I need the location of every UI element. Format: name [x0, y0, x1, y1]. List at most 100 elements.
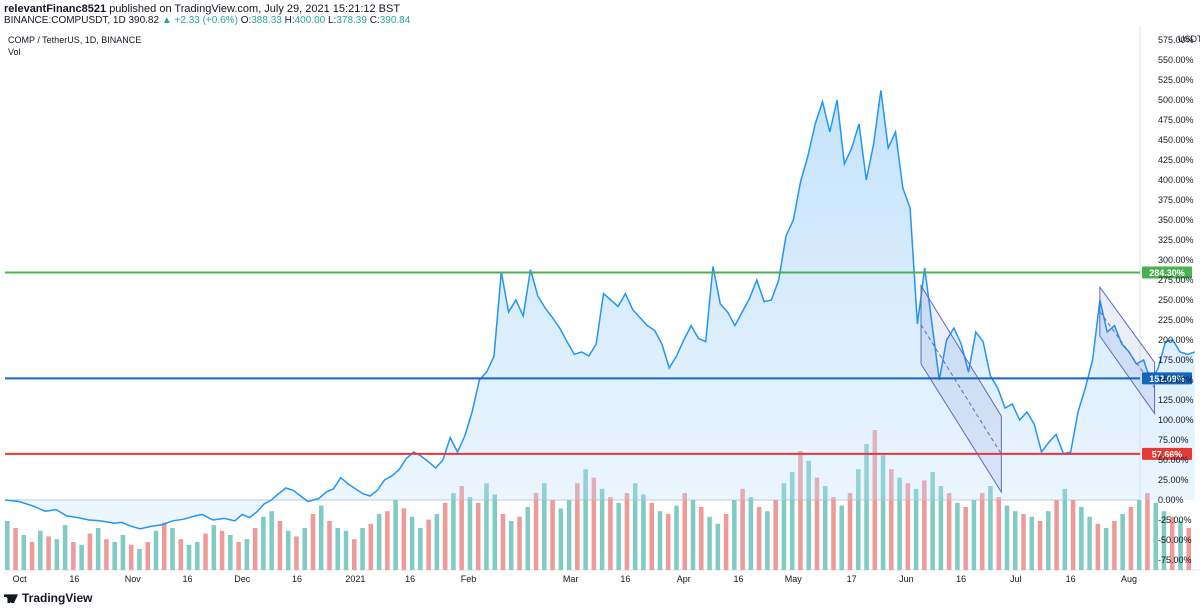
x-axis[interactable]: Oct 16 Nov 16 Dec 16 2021 16 Feb Mar 16 Apr 16 May 17 J…	[13, 574, 1137, 584]
volume-bar	[327, 521, 332, 570]
volume-bars	[5, 430, 1192, 570]
volume-bar	[211, 525, 217, 570]
high-value: 400.00	[294, 15, 326, 26]
volume-bar	[195, 542, 200, 570]
volume-bar	[525, 507, 531, 570]
y-axis[interactable]: -75.00% -50.00% -25.00% 0.00% 25.00% 50.00% 75…	[1158, 34, 1200, 565]
volume-bar	[137, 549, 142, 570]
volume-bar	[798, 451, 803, 570]
x-tick-label: 16	[405, 574, 415, 584]
volume-bar	[451, 493, 456, 570]
price-line	[4, 90, 1195, 530]
channel-box	[1099, 285, 1156, 416]
volume-bar	[963, 507, 968, 570]
volume-bar	[632, 483, 638, 570]
publisher-name[interactable]: relevantFinanc8521	[4, 3, 107, 15]
y-tick-label: 475.00%	[1158, 115, 1194, 125]
volume-bar	[814, 477, 820, 570]
volume-bar	[252, 528, 258, 570]
volume-bar	[104, 539, 109, 570]
y-tick-label: 275.00%	[1158, 275, 1194, 285]
channel-drawings[interactable]	[920, 283, 1156, 494]
volume-bar	[1070, 500, 1076, 570]
volume-bar	[517, 516, 522, 570]
volume-bar	[95, 528, 101, 570]
x-tick-label: 16	[620, 574, 630, 584]
volume-bar	[1095, 523, 1101, 570]
volume-bar	[79, 544, 84, 570]
x-tick-label: 16	[182, 574, 192, 584]
symbol-ohlc-line: BINANCE:COMPUSDT, 1D 390.82 ▲ +2.33 (+0.…	[4, 15, 410, 26]
x-tick-label: 16	[956, 574, 966, 584]
volume-bar	[153, 530, 159, 570]
volume-bar	[500, 514, 506, 570]
y-tick-label: -25.00%	[1158, 515, 1192, 525]
volume-bar	[657, 511, 663, 570]
volume-bar	[161, 522, 167, 570]
tradingview-logo[interactable]: TradingView	[4, 591, 92, 605]
open-label: O:	[240, 15, 252, 26]
brand-name: TradingView	[22, 591, 93, 605]
volume-bar	[62, 525, 68, 570]
volume-bar	[789, 472, 795, 570]
volume-bar	[624, 493, 630, 570]
volume-bar	[550, 500, 555, 570]
series-title[interactable]: COMP / TetherUS, 1D, BINANCE	[8, 35, 142, 45]
x-tick-label: Jul	[1010, 574, 1022, 584]
volume-bar	[847, 493, 853, 570]
volume-bar	[1012, 511, 1018, 570]
y-tick-label: 100.00%	[1158, 415, 1194, 425]
volume-bar	[674, 505, 679, 570]
volume-bar	[1021, 514, 1026, 570]
volume-bar	[244, 539, 250, 570]
volume-bar	[1087, 516, 1092, 570]
volume-bar	[649, 502, 654, 570]
y-tick-label: 300.00%	[1158, 255, 1194, 265]
volume-bar	[616, 502, 621, 570]
x-tick-label: Dec	[234, 574, 251, 584]
volume-bar	[889, 469, 894, 570]
volume-label[interactable]: Vol	[8, 47, 21, 57]
volume-bar	[979, 493, 985, 570]
y-tick-label: 325.00%	[1158, 235, 1194, 245]
publish-info: relevantFinanc8521 published on TradingV…	[4, 3, 400, 15]
volume-bar	[864, 444, 869, 570]
tradingview-logo-icon	[4, 594, 18, 604]
y-tick-label: 125.00%	[1158, 395, 1194, 405]
volume-bar	[533, 493, 539, 570]
volume-bar	[765, 511, 770, 570]
volume-bar	[409, 516, 415, 570]
volume-bar	[1103, 528, 1109, 570]
volume-bar	[71, 542, 76, 570]
volume-bar	[1046, 511, 1051, 570]
volume-bar	[87, 533, 93, 570]
price-area-fill	[5, 90, 1195, 529]
volume-bar	[302, 528, 307, 570]
volume-bar	[343, 530, 349, 570]
x-tick-label: Apr	[677, 574, 691, 584]
volume-bar	[46, 536, 51, 570]
volume-bar	[930, 472, 935, 570]
volume-bar	[1128, 507, 1134, 570]
x-tick-label: 17	[847, 574, 857, 584]
x-tick-label: 16	[69, 574, 79, 584]
y-axis-unit: USDT	[1178, 34, 1200, 44]
volume-bar	[913, 488, 919, 570]
volume-bar	[1178, 521, 1183, 570]
volume-bar	[492, 494, 498, 570]
level-badge-label: 284.30%	[1149, 268, 1185, 278]
volume-bar	[897, 477, 902, 570]
volume-bar	[393, 500, 398, 570]
level-badge	[1142, 372, 1192, 385]
y-tick-label: 425.00%	[1158, 155, 1194, 165]
volume-bar	[583, 469, 588, 570]
close-label: C:	[369, 15, 380, 26]
volume-bar	[5, 521, 10, 570]
volume-bar	[773, 500, 778, 570]
y-tick-label: 375.00%	[1158, 195, 1194, 205]
volume-bar	[690, 500, 696, 570]
volume-bar	[781, 483, 787, 570]
volume-bar	[822, 486, 828, 570]
horizontal-levels[interactable]: 284.30% 152.09% 57.66%	[5, 266, 1192, 460]
